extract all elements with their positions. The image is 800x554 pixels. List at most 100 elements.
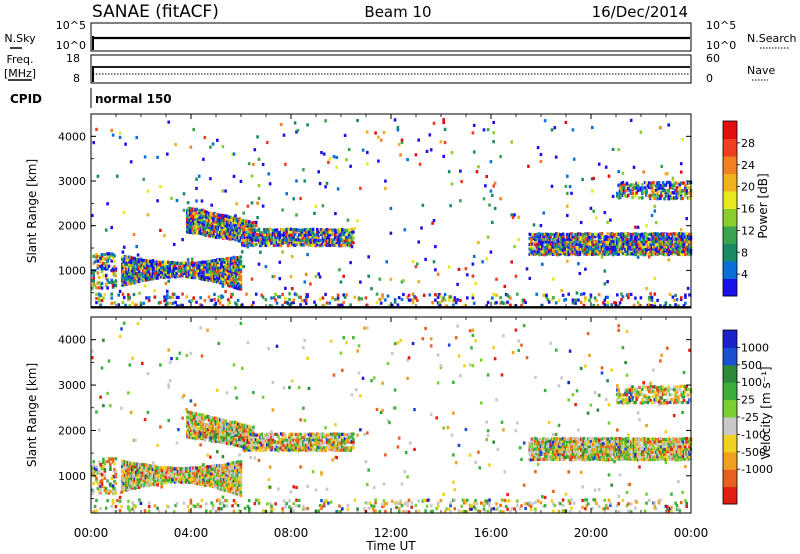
data-point (649, 243, 652, 247)
data-point (314, 442, 318, 446)
data-point (520, 303, 523, 308)
data-point (502, 301, 505, 305)
data-point (210, 298, 213, 302)
data-point (234, 486, 237, 490)
data-point (128, 255, 131, 259)
data-point (203, 422, 207, 427)
data-point (203, 260, 206, 264)
data-point (650, 295, 654, 299)
data-point (136, 257, 139, 262)
data-point (96, 266, 100, 270)
data-point (466, 273, 469, 277)
data-point (232, 236, 236, 240)
data-point (208, 224, 211, 228)
data-point (99, 471, 102, 475)
data-point (175, 295, 179, 299)
data-point (332, 233, 336, 237)
data-point (205, 233, 208, 237)
data-point (292, 300, 295, 305)
data-point (247, 437, 251, 442)
data-point (200, 199, 204, 203)
data-point (169, 478, 173, 482)
data-point (270, 432, 273, 436)
data-point (151, 471, 155, 475)
data-point (252, 224, 255, 228)
data-point (92, 464, 95, 468)
data-point (286, 301, 290, 305)
data-point (609, 234, 612, 238)
data-point (190, 230, 193, 234)
data-point (221, 236, 225, 240)
data-point (194, 424, 197, 428)
data-point (295, 243, 298, 247)
data-point (193, 469, 197, 473)
data-point (316, 432, 319, 436)
data-point (289, 236, 293, 240)
data-point (617, 249, 620, 254)
data-point (411, 292, 415, 296)
data-point (268, 238, 272, 242)
data-point (661, 184, 665, 188)
data-point (334, 233, 337, 237)
data-point (647, 295, 651, 300)
data-point (629, 292, 633, 296)
data-point (563, 235, 566, 239)
data-point (645, 224, 648, 228)
data-point (207, 295, 211, 299)
data-point (225, 234, 229, 239)
data-point (128, 488, 131, 492)
data-point (91, 468, 94, 472)
data-point (620, 238, 623, 242)
data-point (261, 162, 265, 167)
data-point (672, 240, 676, 244)
data-point (197, 435, 200, 439)
data-point (549, 234, 552, 238)
data-point (591, 245, 594, 249)
data-point (553, 240, 557, 244)
data-point (181, 261, 184, 265)
data-point (575, 242, 579, 246)
data-point (132, 259, 135, 263)
data-point (110, 268, 113, 273)
data-point (123, 486, 127, 490)
data-point (224, 485, 227, 489)
data-point (495, 277, 498, 281)
data-point (542, 240, 545, 244)
data-point (232, 259, 236, 263)
data-point (359, 280, 362, 284)
data-point (331, 296, 334, 300)
data-point (206, 470, 209, 474)
data-point (279, 443, 283, 447)
data-point (111, 284, 115, 288)
data-point (218, 482, 222, 486)
data-point (206, 275, 209, 279)
data-point (414, 265, 418, 269)
data-point (122, 481, 125, 485)
data-point (214, 439, 218, 443)
data-point (513, 304, 516, 308)
data-point (103, 468, 107, 472)
data-point (685, 240, 688, 244)
data-point (300, 230, 304, 234)
data-point (152, 267, 155, 271)
data-point (293, 438, 297, 442)
data-point (457, 267, 461, 271)
data-point (549, 232, 552, 236)
data-point (126, 256, 130, 260)
data-point (111, 474, 115, 478)
data-point (126, 263, 130, 267)
data-point (334, 236, 337, 240)
data-point (102, 457, 105, 461)
data-point (153, 272, 156, 276)
data-point (123, 280, 127, 284)
data-point (210, 278, 213, 282)
data-point (625, 252, 629, 256)
data-point (132, 273, 135, 277)
data-point (677, 237, 680, 241)
data-point (202, 157, 205, 161)
data-point (197, 473, 201, 477)
data-point (577, 262, 580, 266)
data-point (224, 473, 227, 478)
data-point (135, 303, 138, 307)
data-point (199, 482, 202, 486)
